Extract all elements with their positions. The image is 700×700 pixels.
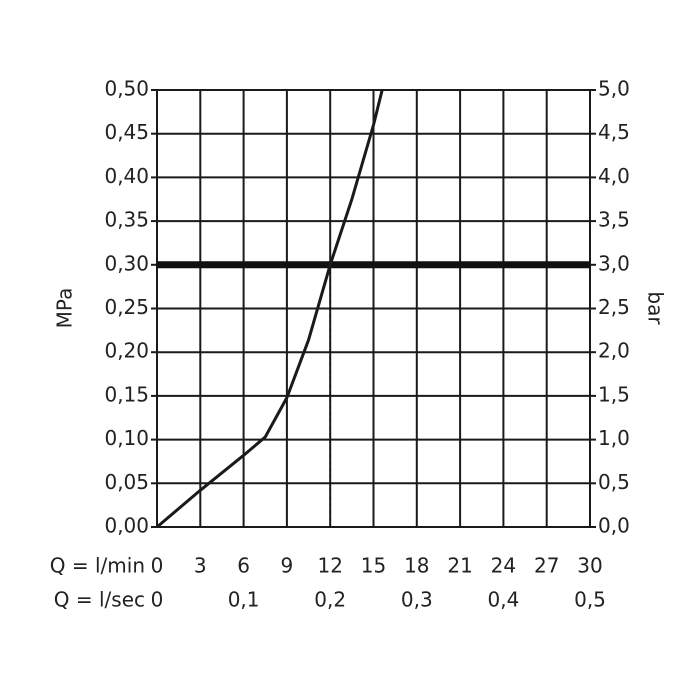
y2-tick-label: 3,0 (598, 251, 630, 275)
y-tick-label: 0,35 (104, 208, 149, 232)
y-tick-label: 0,30 (104, 251, 149, 275)
y2-tick-label: 1,0 (598, 426, 630, 450)
y2-tick-label: 5,0 (598, 77, 630, 101)
y-tick-label: 0,00 (104, 514, 149, 538)
x2-tick-label: 0,2 (314, 588, 346, 612)
x-tick-label: 30 (577, 554, 602, 578)
y2-tick-label: 4,5 (598, 120, 630, 144)
y2-tick-label: 2,0 (598, 339, 630, 363)
x-tick-label: 9 (281, 554, 294, 578)
y2-tick-label: 4,0 (598, 164, 630, 188)
y-tick-label: 0,20 (104, 339, 149, 363)
x-tick-label: 12 (317, 554, 342, 578)
x2-tick-label: 0,1 (228, 588, 260, 612)
y-tick-label: 0,10 (104, 426, 149, 450)
y-tick-label: 0,45 (104, 120, 149, 144)
x2-tick-label: 0 (151, 588, 164, 612)
x-tick-label: 0 (151, 554, 164, 578)
x-axis-label: Q = l/min (50, 554, 145, 578)
y2-tick-label: 1,5 (598, 382, 630, 406)
x2-tick-label: 0,5 (574, 588, 606, 612)
x-tick-label: 24 (491, 554, 516, 578)
x-tick-label: 15 (361, 554, 386, 578)
y-tick-label: 0,05 (104, 470, 149, 494)
x2-tick-label: 0,4 (487, 588, 519, 612)
x2-axis-label: Q = l/sec (54, 588, 145, 612)
y-tick-label: 0,15 (104, 382, 149, 406)
y2-axis-label: bar (644, 291, 668, 325)
x-tick-label: 18 (404, 554, 429, 578)
y2-tick-label: 0,0 (598, 514, 630, 538)
y-tick-label: 0,40 (104, 164, 149, 188)
x2-tick-label: 0,3 (401, 588, 433, 612)
x-tick-label: 21 (447, 554, 472, 578)
y2-tick-label: 3,5 (598, 208, 630, 232)
y-axis-label: MPa (53, 288, 77, 329)
y-tick-label: 0,50 (104, 77, 149, 101)
x-tick-label: 6 (237, 554, 250, 578)
y-tick-label: 0,25 (104, 295, 149, 319)
x-tick-label: 27 (534, 554, 559, 578)
curve (156, 89, 384, 529)
y2-tick-label: 0,5 (598, 470, 630, 494)
x-tick-label: 3 (194, 554, 207, 578)
y2-tick-label: 2,5 (598, 295, 630, 319)
